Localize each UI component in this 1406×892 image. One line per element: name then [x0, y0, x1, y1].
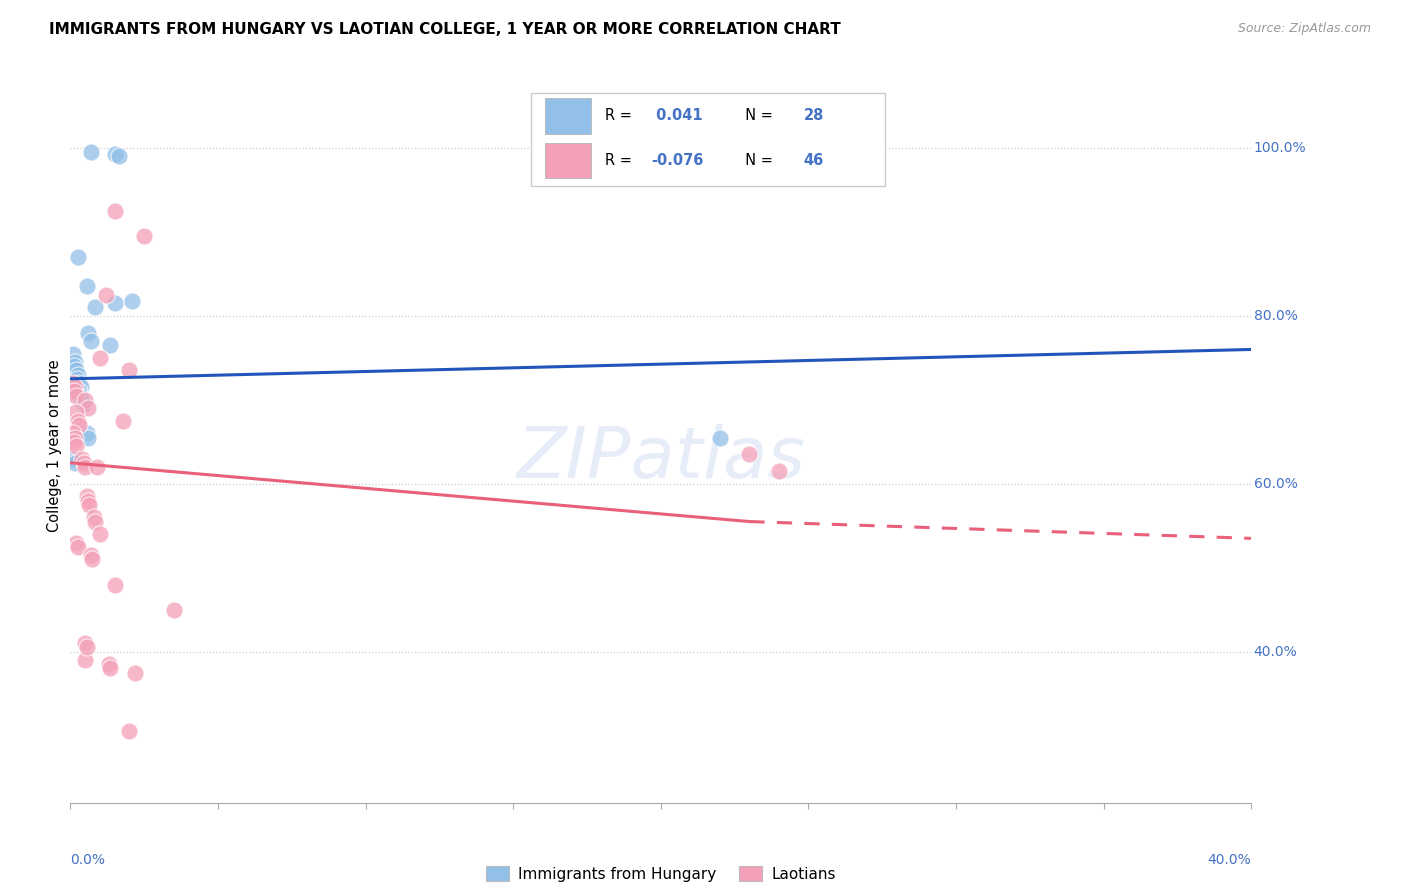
Point: [63, 456, 86, 470]
Text: 80.0%: 80.0%: [1254, 309, 1298, 323]
Point: [709, 431, 731, 445]
Text: 40.0%: 40.0%: [1254, 645, 1298, 658]
Point: [72, 456, 94, 470]
Point: [67, 417, 90, 432]
Text: 60.0%: 60.0%: [1254, 477, 1298, 491]
Text: IMMIGRANTS FROM HUNGARY VS LAOTIAN COLLEGE, 1 YEAR OR MORE CORRELATION CHART: IMMIGRANTS FROM HUNGARY VS LAOTIAN COLLE…: [49, 22, 841, 37]
Point: [72, 397, 94, 411]
Point: [84, 301, 107, 315]
Point: [62, 346, 84, 360]
Point: [66, 414, 89, 428]
Point: [65, 405, 87, 419]
Point: [62, 426, 84, 441]
Point: [112, 414, 135, 428]
Point: [104, 146, 127, 161]
Point: [124, 665, 146, 680]
Point: [62, 376, 84, 390]
Point: [80, 548, 103, 562]
Point: [75, 653, 96, 667]
Point: [132, 229, 156, 244]
Point: [97, 657, 120, 672]
Point: [63, 355, 86, 369]
Point: [118, 724, 141, 739]
Point: [63, 359, 86, 374]
Point: [76, 489, 98, 503]
Point: [83, 510, 105, 524]
Point: [104, 296, 127, 310]
Point: [77, 431, 100, 445]
Point: [66, 368, 89, 382]
Point: [66, 250, 89, 264]
Point: [121, 293, 143, 308]
Point: [77, 493, 100, 508]
Point: [79, 498, 101, 512]
Point: [108, 148, 131, 162]
Point: [98, 338, 121, 352]
Point: [75, 460, 96, 475]
Point: [104, 577, 127, 591]
Point: [63, 380, 86, 394]
Point: [76, 640, 98, 655]
Text: ZIPatlas: ZIPatlas: [516, 424, 806, 493]
Point: [98, 661, 121, 675]
Legend: Immigrants from Hungary, Laotians: Immigrants from Hungary, Laotians: [479, 860, 842, 888]
Point: [77, 401, 100, 416]
Y-axis label: College, 1 year or more: College, 1 year or more: [46, 359, 62, 533]
Point: [63, 431, 86, 445]
Point: [80, 334, 103, 348]
Text: Source: ZipAtlas.com: Source: ZipAtlas.com: [1237, 22, 1371, 36]
Point: [67, 376, 90, 390]
Point: [89, 527, 111, 541]
Point: [76, 426, 98, 441]
Point: [84, 515, 107, 529]
Point: [66, 372, 89, 386]
Point: [62, 451, 84, 466]
Point: [77, 326, 100, 340]
Point: [63, 384, 86, 399]
Point: [66, 540, 89, 554]
Point: [738, 447, 761, 461]
Point: [65, 535, 87, 549]
Point: [80, 145, 103, 160]
Point: [70, 451, 93, 466]
Point: [65, 389, 87, 403]
Point: [82, 552, 104, 566]
Point: [65, 363, 87, 377]
Point: [94, 288, 117, 302]
Text: 100.0%: 100.0%: [1254, 141, 1306, 155]
Text: 40.0%: 40.0%: [1208, 853, 1251, 867]
Point: [118, 363, 141, 377]
Point: [76, 279, 98, 293]
Text: 0.0%: 0.0%: [70, 853, 105, 867]
Point: [69, 380, 91, 394]
Point: [70, 392, 93, 407]
Point: [75, 392, 96, 407]
Point: [63, 434, 86, 449]
Point: [69, 389, 91, 403]
Point: [162, 603, 186, 617]
Point: [104, 203, 127, 218]
Point: [89, 351, 111, 365]
Point: [65, 439, 87, 453]
Point: [67, 384, 90, 399]
Point: [768, 464, 790, 478]
Point: [75, 636, 96, 650]
Point: [86, 460, 108, 475]
